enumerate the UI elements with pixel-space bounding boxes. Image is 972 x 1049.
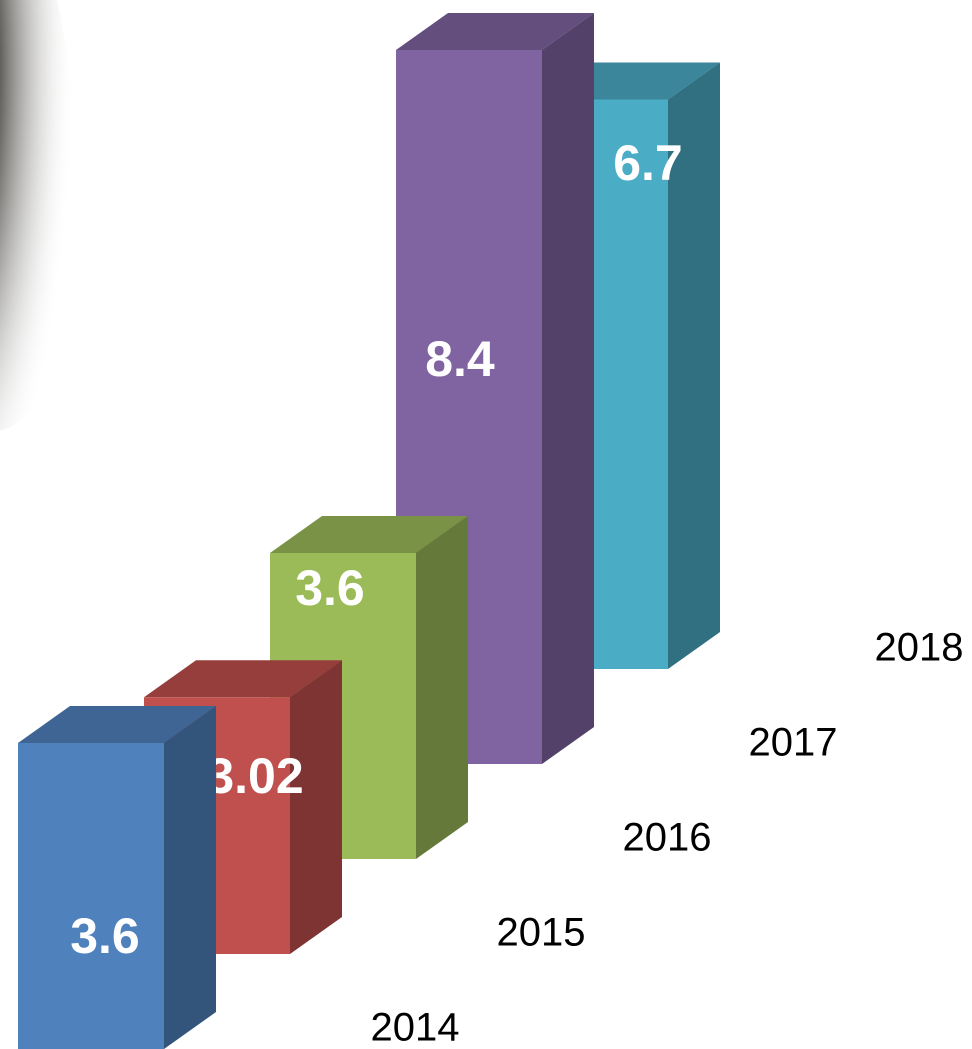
value-label: 3.6 — [295, 560, 365, 616]
bar-side — [542, 13, 594, 764]
value-label: 3.02 — [206, 748, 303, 804]
x-tick-label: 2014 — [371, 1006, 460, 1049]
background-photo — [0, 0, 75, 430]
bar-top — [270, 516, 468, 553]
bar-top — [144, 660, 342, 698]
bar-top — [396, 13, 594, 50]
x-tick-label: 2016 — [623, 816, 712, 860]
bar-side — [668, 62, 720, 669]
value-label: 6.7 — [613, 135, 683, 191]
value-label: 3.6 — [70, 908, 140, 964]
bar-side — [416, 516, 468, 859]
x-tick-label: 2015 — [497, 911, 586, 955]
x-tick-label: 2018 — [875, 626, 964, 670]
bars: 6.7 8.4 3.6 3.02 3.6 — [18, 13, 720, 1049]
bar-side — [290, 660, 342, 954]
value-label: 8.4 — [425, 331, 495, 387]
bar-side — [164, 706, 216, 1049]
bar-top — [18, 706, 216, 743]
bar — [18, 743, 164, 1049]
x-tick-label: 2017 — [749, 721, 838, 765]
